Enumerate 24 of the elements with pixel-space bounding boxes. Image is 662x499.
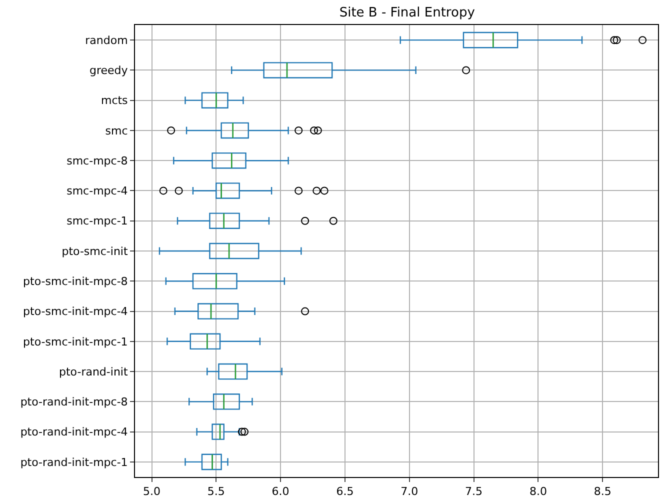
x-tick-label: 8.5 <box>594 485 612 498</box>
y-tick-label: pto-smc-init-mpc-1 <box>23 335 128 348</box>
x-tick-label: 5.5 <box>207 485 225 498</box>
x-tick-label: 6.0 <box>272 485 290 498</box>
x-tick-label: 7.0 <box>400 485 418 498</box>
y-tick-label: smc <box>105 124 128 138</box>
y-tick-label: random <box>85 34 128 47</box>
y-tick-label: pto-smc-init-mpc-4 <box>23 305 128 318</box>
y-tick-label: greedy <box>90 64 128 78</box>
y-tick-label: smc-mpc-8 <box>66 154 128 168</box>
chart-title: Site B - Final Entropy <box>339 6 476 21</box>
y-tick-label: pto-rand-init-mpc-4 <box>20 426 128 439</box>
y-tick-label: pto-smc-init-mpc-8 <box>23 274 128 288</box>
x-tick-label: 6.5 <box>336 485 354 498</box>
y-tick-label: pto-rand-init-mpc-8 <box>20 396 128 409</box>
y-tick-label: smc-mpc-1 <box>66 214 128 228</box>
y-tick-label: pto-rand-init <box>59 365 128 378</box>
x-tick-label: 8.0 <box>529 485 547 498</box>
y-tick-label: mcts <box>100 94 128 108</box>
x-tick-label: 7.5 <box>465 485 483 498</box>
x-tick-label: 5.0 <box>143 485 160 498</box>
y-tick-label: pto-smc-init <box>62 244 128 258</box>
y-tick-label: smc-mpc-4 <box>66 184 128 198</box>
y-tick-label: pto-rand-init-mpc-1 <box>20 456 128 469</box>
